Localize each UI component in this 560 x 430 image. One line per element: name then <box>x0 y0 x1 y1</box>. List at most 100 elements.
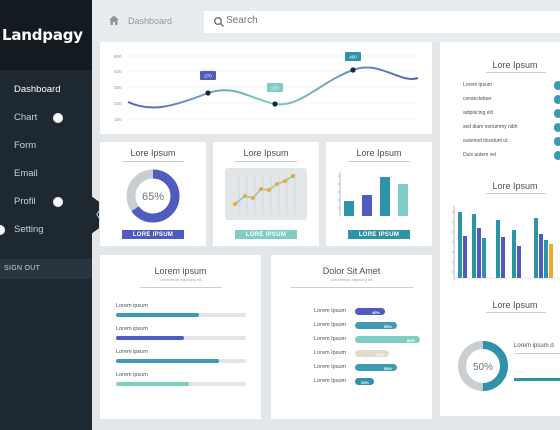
bar <box>380 177 390 216</box>
right-panel: Lore Ipsum Lorem ipsum consectetuer adipis… <box>440 42 560 416</box>
sidebar: Landpagy Dashboard Chart Form Email Prof… <box>0 0 92 430</box>
mini-bar-chart <box>338 172 408 216</box>
sidebar-item-email[interactable]: Email <box>0 160 92 188</box>
data-point <box>350 67 356 73</box>
row-label: Lorem Ipsum <box>314 322 347 328</box>
sidebar-item-label: Setting <box>14 224 44 235</box>
data-point <box>251 196 255 200</box>
sidebar-item-label: Email <box>14 168 38 179</box>
toggle-dot[interactable] <box>554 151 560 160</box>
percent-label: 40% <box>372 309 381 315</box>
bar <box>362 195 372 216</box>
donut-label: 50% <box>473 362 493 373</box>
card-subtitle: consectetuer adipiscing elit <box>159 278 202 282</box>
sidebar-item-profil[interactable]: Profil <box>0 188 92 216</box>
progress-fill <box>116 313 199 317</box>
signout-button[interactable]: SIGN OUT <box>0 259 92 279</box>
list-item: Duis autem vel <box>463 152 497 158</box>
card-title: Lore Ipsum <box>492 300 538 310</box>
list-item: Lorem ipsum <box>463 82 492 88</box>
percent-pill <box>355 322 397 329</box>
row-label: Lorem Ipsum <box>314 336 347 342</box>
donut-label: 65% <box>142 191 164 203</box>
legend-bar <box>514 378 560 381</box>
callout-box <box>267 83 283 92</box>
sidebar-item-chart[interactable]: Chart <box>0 104 92 132</box>
bar <box>482 238 486 278</box>
bar <box>398 184 408 216</box>
chevron-left-icon[interactable]: 〈 <box>88 208 102 224</box>
divider <box>486 72 546 73</box>
toggle-dot[interactable] <box>554 109 560 118</box>
data-point <box>275 182 279 186</box>
button-label: LORE IPSUM <box>245 231 287 238</box>
dolor-sit-amet-card: Dolor Sit Amet consectetuer adipiscing e… <box>271 255 432 419</box>
toggle-dot[interactable] <box>554 95 560 104</box>
data-point <box>283 179 287 183</box>
divider <box>486 193 546 194</box>
bar <box>544 240 548 278</box>
data-point <box>233 202 237 206</box>
row-label: Lorem Ipsum <box>314 350 347 356</box>
data-point <box>267 188 271 192</box>
line-chart-card: Lore Ipsum LORE IPSUM <box>213 142 319 246</box>
data-point <box>272 101 278 107</box>
sidebar-item-setting[interactable]: Setting <box>0 216 92 244</box>
right-donut-chart: 50% <box>458 341 508 391</box>
divider <box>140 287 222 288</box>
percent-pill <box>355 378 374 385</box>
card-title: Lorem ipsum <box>154 266 207 276</box>
lore-ipsum-button[interactable]: LORE IPSUM <box>348 230 410 239</box>
home-icon[interactable] <box>108 14 120 26</box>
main-chart-card: 500 400 300 200 100 270 210 400 <box>100 42 432 134</box>
bar <box>539 234 543 278</box>
toggle-dot[interactable] <box>554 137 560 146</box>
callout-label: 270 <box>204 74 212 79</box>
callout-box <box>200 71 216 80</box>
mini-line-chart <box>225 168 307 220</box>
top-header: Dashboard <box>92 0 560 42</box>
donut-arc <box>126 169 180 223</box>
sidebar-item-label: Dashboard <box>14 84 61 95</box>
divider <box>291 287 413 288</box>
data-point <box>243 194 247 198</box>
lore-ipsum-button[interactable]: LORE IPSUM <box>122 230 184 239</box>
row-label: Lorem ipsum <box>116 326 148 332</box>
search-input[interactable] <box>226 15 526 26</box>
donut-arc <box>458 341 508 391</box>
breadcrumb[interactable]: Dashboard <box>128 16 173 26</box>
row-label: Lorem Ipsum <box>314 364 347 370</box>
bar <box>458 212 462 278</box>
row-label: Lorem Ipsum <box>314 378 347 384</box>
bar <box>463 236 467 278</box>
sidebar-item-label: Profil <box>14 196 36 207</box>
bar <box>549 244 553 278</box>
percent-pill <box>355 364 397 371</box>
percent-label: 85% <box>407 337 416 343</box>
progress-fill <box>116 336 184 340</box>
toggle-dot[interactable] <box>554 81 560 90</box>
card-title: Lore Ipsum <box>243 148 289 158</box>
bar <box>477 228 481 278</box>
bar <box>517 246 521 278</box>
bar <box>344 201 354 216</box>
sidebar-item-form[interactable]: Form <box>0 132 92 160</box>
percent-pill <box>355 336 420 343</box>
sidebar-collapse-tab[interactable] <box>87 193 99 237</box>
sidebar-nav: Dashboard Chart Form Email Profil Settin… <box>0 76 92 244</box>
callout-box <box>345 52 361 61</box>
sidebar-item-dashboard[interactable]: Dashboard <box>0 76 92 104</box>
row-label: Lorem ipsum <box>116 349 148 355</box>
lore-ipsum-button[interactable]: LORE IPSUM <box>235 230 297 239</box>
bar <box>472 214 476 278</box>
sidebar-item-label: Chart <box>14 112 38 123</box>
right-bar-chart <box>452 206 560 280</box>
y-tick-label: 300 <box>114 85 122 90</box>
toggle-dot[interactable] <box>554 123 560 132</box>
callout-label: 400 <box>349 55 357 60</box>
dot-icon <box>53 197 63 207</box>
percent-pill <box>355 308 385 315</box>
row-label: Lorem ipsum <box>116 372 148 378</box>
legend-rule <box>514 353 560 354</box>
search-box[interactable] <box>204 11 560 33</box>
